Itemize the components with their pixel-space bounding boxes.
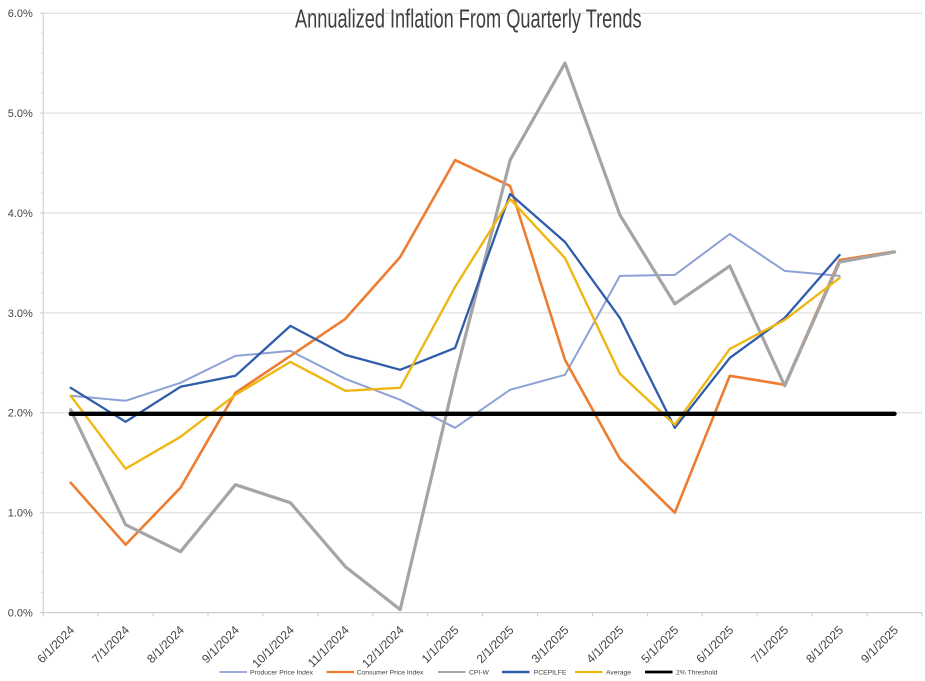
svg-text:Average: Average xyxy=(606,669,631,676)
svg-text:3.0%: 3.0% xyxy=(8,308,33,320)
svg-text:CPI-W: CPI-W xyxy=(469,669,490,676)
svg-text:Producer Price Index: Producer Price Index xyxy=(250,669,314,676)
svg-text:Consumer Price Index: Consumer Price Index xyxy=(357,669,424,676)
svg-text:0.0%: 0.0% xyxy=(8,608,33,620)
svg-text:2% Threshold: 2% Threshold xyxy=(676,669,718,676)
svg-text:6.0%: 6.0% xyxy=(8,8,33,20)
svg-text:PCEPILFE: PCEPILFE xyxy=(534,669,567,676)
svg-text:1.0%: 1.0% xyxy=(8,508,33,520)
svg-text:5.0%: 5.0% xyxy=(8,108,33,120)
svg-text:Annualized Inflation From Quar: Annualized Inflation From Quarterly Tren… xyxy=(295,4,642,33)
svg-text:4.0%: 4.0% xyxy=(8,208,33,220)
svg-text:2.0%: 2.0% xyxy=(8,408,33,420)
